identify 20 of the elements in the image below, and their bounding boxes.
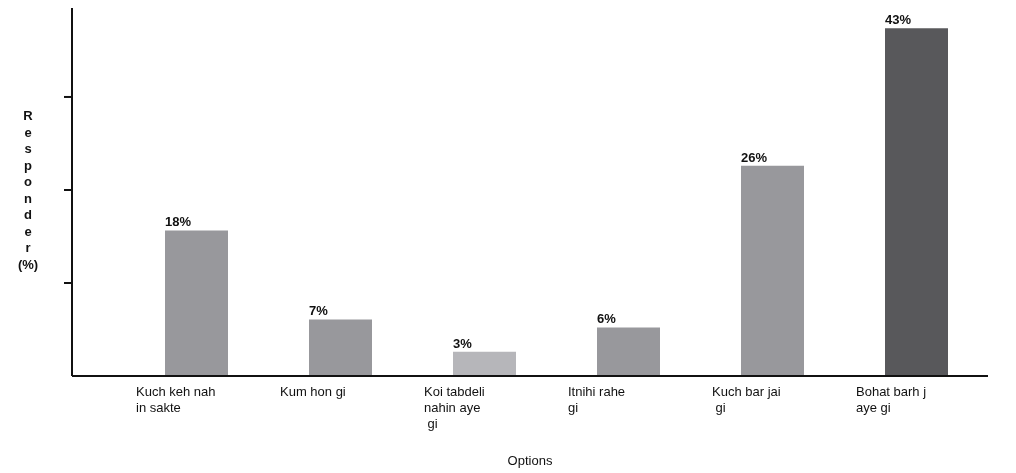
- x-tick-label: Itnihi rahe gi: [568, 384, 626, 415]
- x-tick-label: Koi tabdeli nahin aye gi: [424, 384, 485, 431]
- data-label: 26%: [741, 149, 768, 165]
- data-label: 6%: [597, 311, 617, 327]
- bar: [597, 327, 660, 376]
- x-tick-label: Kuch keh nah in sakte: [136, 384, 216, 415]
- text: Responder (%): [17, 108, 39, 272]
- x-tick-label: Bohat barh j aye gi: [856, 384, 927, 415]
- x-tick-label: Kum hon gi: [280, 384, 346, 399]
- data-label: 7%: [309, 303, 329, 319]
- bar: [741, 165, 804, 376]
- data-label: 43%: [885, 12, 912, 28]
- data-label: 18%: [165, 214, 192, 230]
- bar: [885, 28, 948, 376]
- data-label: 3%: [453, 335, 473, 351]
- bar: [453, 351, 516, 376]
- bar: [309, 319, 372, 376]
- x-tick-label: Kuch bar jai gi: [712, 384, 781, 415]
- x-axis-title: Options: [507, 453, 553, 468]
- bar: [165, 230, 228, 376]
